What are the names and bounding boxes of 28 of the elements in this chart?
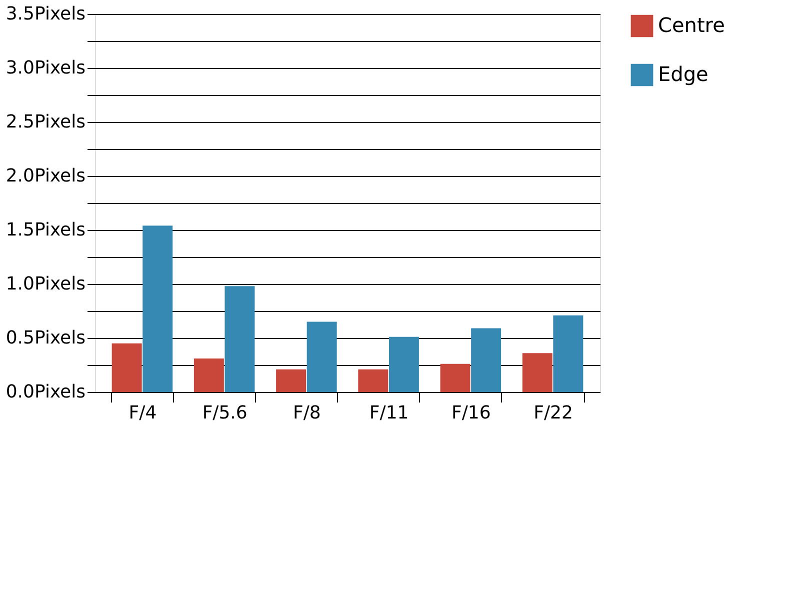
y-tick-label: 2.5Pixels (6, 112, 86, 132)
bar (306, 322, 337, 392)
bar (440, 364, 470, 392)
y-tick-label: 3.5Pixels (6, 4, 86, 24)
y-tick-label: 2.0Pixels (6, 166, 86, 186)
bar (224, 286, 255, 392)
bar (522, 353, 552, 392)
x-tick-label: F/11 (369, 402, 409, 424)
bar (142, 226, 173, 392)
bar (358, 369, 388, 392)
y-tick-label: 0.0Pixels (6, 382, 86, 402)
bar (194, 358, 224, 392)
y-tick-label: 1.5Pixels (6, 220, 86, 240)
legend-label: Centre (658, 13, 725, 37)
legend-label: Edge (658, 62, 708, 86)
x-tick-label: F/16 (452, 402, 491, 424)
y-tick-label: 3.0Pixels (6, 58, 86, 78)
bar (471, 328, 502, 392)
bar (553, 315, 584, 392)
bar (388, 336, 419, 392)
x-tick-label: F/4 (128, 402, 157, 424)
y-tick-label: 1.0Pixels (6, 274, 86, 294)
y-tick-label: 0.5Pixels (6, 328, 86, 348)
x-tick-label: F/22 (534, 402, 573, 424)
bar (112, 343, 142, 392)
x-tick-label: F/8 (293, 402, 321, 424)
bar (276, 369, 306, 392)
x-tick-label: F/5.6 (202, 402, 248, 424)
